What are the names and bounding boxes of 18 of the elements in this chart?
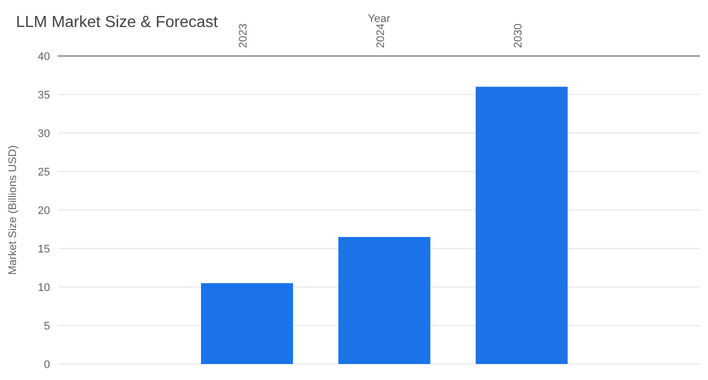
y-tick-label: 30 bbox=[38, 128, 50, 140]
bar bbox=[476, 86, 568, 364]
y-tick-label: 40 bbox=[38, 50, 50, 63]
x-tick-label: 2030 bbox=[512, 24, 524, 48]
x-tick-label: 2024 bbox=[375, 24, 387, 48]
chart-title: LLM Market Size & Forecast bbox=[16, 14, 218, 32]
y-tick-label: 5 bbox=[44, 320, 50, 332]
x-axis-title: Year bbox=[368, 12, 390, 25]
y-tick-label: 25 bbox=[38, 166, 50, 178]
y-tick-label: 10 bbox=[38, 282, 50, 294]
y-tick-label: 0 bbox=[44, 358, 50, 371]
y-tick-label: 20 bbox=[38, 204, 50, 217]
bar bbox=[201, 283, 293, 364]
y-tick-label: 15 bbox=[38, 243, 50, 256]
bar bbox=[338, 236, 430, 364]
y-tick-label: 35 bbox=[38, 89, 50, 102]
x-tick-label: 2023 bbox=[238, 24, 250, 48]
y-axis-title: Market Size (Billions USD) bbox=[6, 145, 19, 275]
